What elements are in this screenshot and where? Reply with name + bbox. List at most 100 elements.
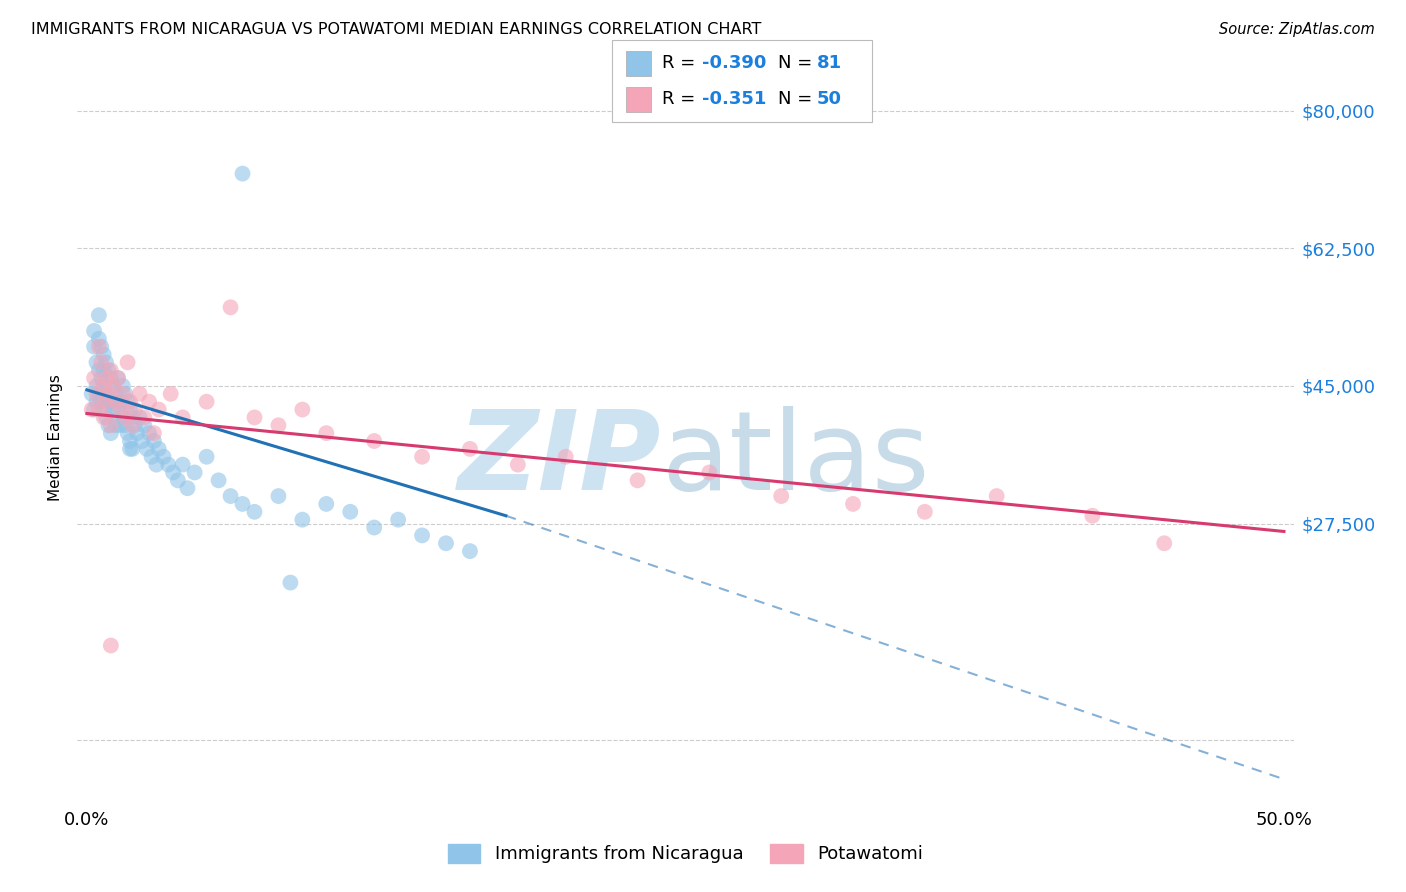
- Point: [100, 363, 122, 377]
- Point: [267, 489, 290, 503]
- Point: [363, 520, 385, 534]
- Point: [1081, 508, 1104, 523]
- Point: [80, 402, 103, 417]
- Point: [243, 410, 266, 425]
- Text: 50: 50: [817, 90, 842, 108]
- Point: [243, 505, 266, 519]
- Text: -0.351: -0.351: [702, 90, 766, 108]
- Point: [94, 371, 117, 385]
- Point: [93, 347, 115, 361]
- Point: [458, 442, 481, 456]
- Text: atlas: atlas: [661, 406, 929, 513]
- Point: [121, 410, 143, 425]
- Point: [104, 387, 127, 401]
- Point: [387, 513, 409, 527]
- Point: [842, 497, 865, 511]
- Point: [626, 473, 648, 487]
- Point: [117, 394, 139, 409]
- Point: [148, 442, 170, 456]
- Point: [914, 505, 936, 519]
- Point: [107, 371, 129, 385]
- Text: IMMIGRANTS FROM NICARAGUA VS POTAWATOMI MEDIAN EARNINGS CORRELATION CHART: IMMIGRANTS FROM NICARAGUA VS POTAWATOMI …: [31, 22, 761, 37]
- Point: [93, 410, 115, 425]
- Point: [118, 402, 141, 417]
- Point: [90, 340, 112, 354]
- Point: [93, 379, 115, 393]
- Point: [458, 544, 481, 558]
- Point: [207, 473, 229, 487]
- Point: [986, 489, 1008, 503]
- Point: [90, 371, 112, 385]
- Point: [110, 418, 132, 433]
- Point: [87, 363, 110, 377]
- Point: [141, 450, 163, 464]
- Point: [94, 410, 117, 425]
- Point: [267, 418, 290, 433]
- Point: [100, 394, 122, 409]
- Point: [157, 458, 180, 472]
- Point: [770, 489, 793, 503]
- Point: [231, 167, 253, 181]
- Point: [172, 410, 194, 425]
- Point: [315, 426, 337, 441]
- Point: [195, 394, 218, 409]
- Point: [1153, 536, 1175, 550]
- Point: [111, 410, 134, 425]
- Point: [100, 371, 122, 385]
- Point: [118, 442, 141, 456]
- Point: [97, 418, 120, 433]
- Point: [219, 301, 242, 315]
- Point: [110, 402, 132, 417]
- Point: [104, 394, 127, 409]
- Point: [117, 426, 139, 441]
- Point: [86, 387, 108, 401]
- Point: [87, 402, 110, 417]
- Point: [131, 434, 153, 448]
- Point: [339, 505, 361, 519]
- Point: [135, 442, 157, 456]
- Point: [172, 458, 194, 472]
- Point: [183, 466, 205, 480]
- Point: [83, 340, 105, 354]
- Point: [138, 426, 160, 441]
- Point: [124, 418, 146, 433]
- Point: [94, 355, 117, 369]
- Point: [87, 387, 110, 401]
- Point: [103, 379, 125, 393]
- Point: [93, 363, 115, 377]
- Point: [142, 434, 165, 448]
- Point: [145, 458, 167, 472]
- Point: [506, 458, 529, 472]
- Point: [315, 497, 337, 511]
- Point: [142, 426, 165, 441]
- Point: [97, 387, 120, 401]
- Legend: Immigrants from Nicaragua, Potawatomi: Immigrants from Nicaragua, Potawatomi: [440, 837, 931, 871]
- Point: [159, 387, 181, 401]
- Point: [128, 387, 150, 401]
- Point: [104, 394, 127, 409]
- Point: [124, 402, 146, 417]
- Point: [97, 394, 120, 409]
- Point: [90, 394, 112, 409]
- Point: [87, 332, 110, 346]
- Point: [162, 466, 184, 480]
- Point: [138, 394, 160, 409]
- Point: [134, 418, 156, 433]
- Point: [83, 371, 105, 385]
- Point: [90, 355, 112, 369]
- Text: Source: ZipAtlas.com: Source: ZipAtlas.com: [1219, 22, 1375, 37]
- Point: [87, 308, 110, 322]
- Text: 81: 81: [817, 54, 842, 72]
- Point: [219, 489, 242, 503]
- Point: [104, 418, 127, 433]
- Point: [363, 434, 385, 448]
- Point: [111, 387, 134, 401]
- Point: [93, 379, 115, 393]
- Point: [195, 450, 218, 464]
- Point: [280, 575, 302, 590]
- Point: [128, 410, 150, 425]
- Point: [107, 402, 129, 417]
- Point: [100, 639, 122, 653]
- Point: [291, 402, 314, 417]
- Point: [699, 466, 721, 480]
